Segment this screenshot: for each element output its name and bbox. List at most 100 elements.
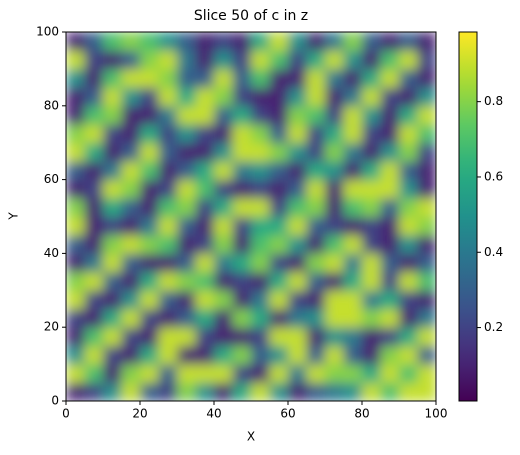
heatmap-cell xyxy=(306,179,326,199)
heatmap-cell xyxy=(417,364,436,384)
heatmap-cell xyxy=(66,271,85,291)
heatmap-cell xyxy=(269,234,289,254)
y-tick-label: 100 xyxy=(36,25,59,39)
heatmap-cell xyxy=(251,308,270,328)
heatmap-cell xyxy=(140,271,159,291)
heatmap-cell xyxy=(399,308,418,328)
heatmap-cell xyxy=(103,161,122,181)
heatmap-cell xyxy=(66,68,85,88)
heatmap-cell xyxy=(399,382,418,401)
heatmap-cell xyxy=(325,161,344,181)
heatmap-cell xyxy=(251,253,270,273)
heatmap-cell xyxy=(343,290,363,310)
heatmap-cell xyxy=(66,345,85,365)
heatmap-cell xyxy=(195,308,215,328)
heatmap-cell xyxy=(66,308,85,328)
heatmap-cell xyxy=(140,124,159,144)
heatmap-cell xyxy=(103,234,122,254)
heatmap-cell xyxy=(177,68,196,88)
heatmap-cell xyxy=(306,105,326,125)
heatmap-cell xyxy=(288,161,307,181)
heatmap-cell xyxy=(269,142,289,162)
heatmap-cell xyxy=(380,161,400,181)
heatmap-cell xyxy=(158,198,178,217)
heatmap-cell xyxy=(288,50,307,70)
heatmap-cell xyxy=(84,327,104,347)
heatmap-cell xyxy=(325,87,344,107)
heatmap-cell xyxy=(84,253,104,273)
heatmap-cell xyxy=(417,105,436,125)
heatmap-cell xyxy=(158,271,178,291)
heatmap-cell xyxy=(158,32,178,51)
heatmap-cell xyxy=(380,32,400,51)
heatmap-cell xyxy=(66,32,85,51)
heatmap-cell xyxy=(269,87,289,107)
heatmap-cell xyxy=(399,234,418,254)
x-tick-label: 100 xyxy=(425,407,448,421)
heatmap-cell xyxy=(306,234,326,254)
heatmap-cell xyxy=(158,87,178,107)
heatmap-cell xyxy=(66,382,85,401)
heatmap-cell xyxy=(269,290,289,310)
heatmap-cell xyxy=(288,124,307,144)
heatmap-cell xyxy=(362,382,381,401)
heatmap-cell xyxy=(214,308,233,328)
heatmap-cell xyxy=(362,105,381,125)
heatmap-cell xyxy=(325,253,344,273)
heatmap-cell xyxy=(417,50,436,70)
heatmap-cell xyxy=(177,216,196,236)
heatmap-cell xyxy=(380,345,400,365)
heatmap-cell xyxy=(417,234,436,254)
heatmap-cell xyxy=(251,68,270,88)
heatmap-cell xyxy=(288,142,307,162)
heatmap-cell xyxy=(103,105,122,125)
heatmap-cell xyxy=(177,364,196,384)
heatmap-cell xyxy=(417,327,436,347)
heatmap-cell xyxy=(288,308,307,328)
heatmap-cell xyxy=(343,308,363,328)
heatmap-cell xyxy=(84,271,104,291)
heatmap-cell xyxy=(84,161,104,181)
heatmap-cell xyxy=(84,216,104,236)
heatmap-cell xyxy=(140,198,159,217)
heatmap-cell xyxy=(399,50,418,70)
colorbar-tick-label: 0.4 xyxy=(484,245,503,259)
heatmap-cell xyxy=(288,216,307,236)
heatmap-cell xyxy=(362,327,381,347)
heatmap-cell xyxy=(380,253,400,273)
heatmap-cell xyxy=(177,142,196,162)
heatmap-cell xyxy=(417,290,436,310)
heatmap-cell xyxy=(251,124,270,144)
heatmap-cell xyxy=(362,216,381,236)
heatmap-cell xyxy=(232,308,252,328)
heatmap-cell xyxy=(362,142,381,162)
y-tick-label: 60 xyxy=(44,172,59,186)
heatmap-cell xyxy=(140,105,159,125)
heatmap-cell xyxy=(325,142,344,162)
heatmap-cell xyxy=(214,142,233,162)
heatmap-cell xyxy=(417,345,436,365)
heatmap-cell xyxy=(158,364,178,384)
heatmap-cell xyxy=(306,142,326,162)
heatmap-cell xyxy=(103,382,122,401)
heatmap-cell xyxy=(399,68,418,88)
heatmap-cell xyxy=(417,271,436,291)
heatmap-cell xyxy=(66,364,85,384)
heatmap-cell xyxy=(362,179,381,199)
heatmap-cell xyxy=(380,142,400,162)
heatmap-cell xyxy=(121,50,141,70)
heatmap-cell xyxy=(177,345,196,365)
heatmap-cell xyxy=(232,68,252,88)
heatmap-cell xyxy=(103,142,122,162)
heatmap-cell xyxy=(399,87,418,107)
heatmap-cell xyxy=(343,105,363,125)
heatmap-cell xyxy=(306,364,326,384)
heatmap-cell xyxy=(66,124,85,144)
heatmap-cell xyxy=(417,382,436,401)
heatmap-cell xyxy=(177,327,196,347)
heatmap-cell xyxy=(140,290,159,310)
heatmap-cell xyxy=(399,216,418,236)
heatmap-cell xyxy=(121,290,141,310)
heatmap-cell xyxy=(66,142,85,162)
x-tick-label: 40 xyxy=(206,407,221,421)
